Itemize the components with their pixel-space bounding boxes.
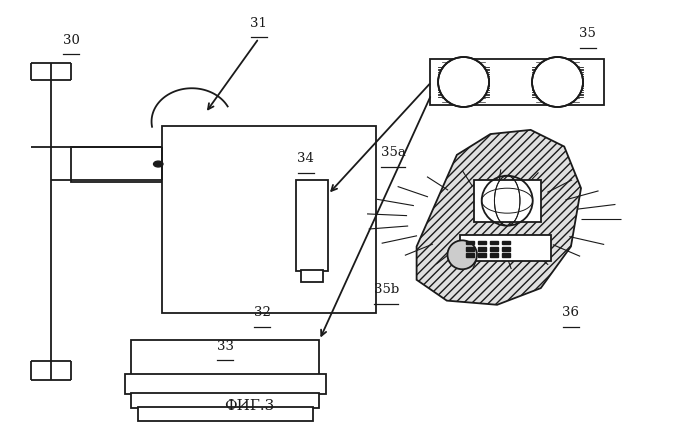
Bar <box>490 241 498 245</box>
Bar <box>124 374 326 394</box>
Bar <box>477 247 486 251</box>
Ellipse shape <box>532 57 583 107</box>
Bar <box>502 247 510 251</box>
Bar <box>296 180 328 272</box>
Text: 33: 33 <box>217 340 234 353</box>
Text: 35b: 35b <box>374 284 399 296</box>
Text: 35a: 35a <box>381 146 405 159</box>
Bar <box>161 126 376 313</box>
Ellipse shape <box>438 57 489 107</box>
Ellipse shape <box>447 241 477 269</box>
Text: ФИГ.3: ФИГ.3 <box>224 399 274 413</box>
Bar <box>430 59 605 105</box>
Bar <box>490 247 498 251</box>
Polygon shape <box>417 130 581 305</box>
Text: 32: 32 <box>254 307 271 319</box>
Bar <box>502 241 510 245</box>
Text: 36: 36 <box>563 307 579 319</box>
Bar <box>477 253 486 257</box>
Bar <box>490 253 498 257</box>
Circle shape <box>154 161 163 167</box>
Text: 34: 34 <box>298 152 315 165</box>
Bar <box>474 180 541 222</box>
Bar <box>466 241 474 245</box>
Bar <box>138 407 312 420</box>
Bar <box>131 340 319 376</box>
Bar <box>71 147 161 182</box>
Text: 30: 30 <box>63 34 80 47</box>
Text: 31: 31 <box>250 17 267 30</box>
Bar <box>466 247 474 251</box>
Bar <box>477 241 486 245</box>
Bar <box>460 235 551 261</box>
Bar <box>466 253 474 257</box>
Bar <box>301 270 323 282</box>
Bar <box>131 393 319 408</box>
Text: 35: 35 <box>579 27 596 40</box>
Bar <box>502 253 510 257</box>
